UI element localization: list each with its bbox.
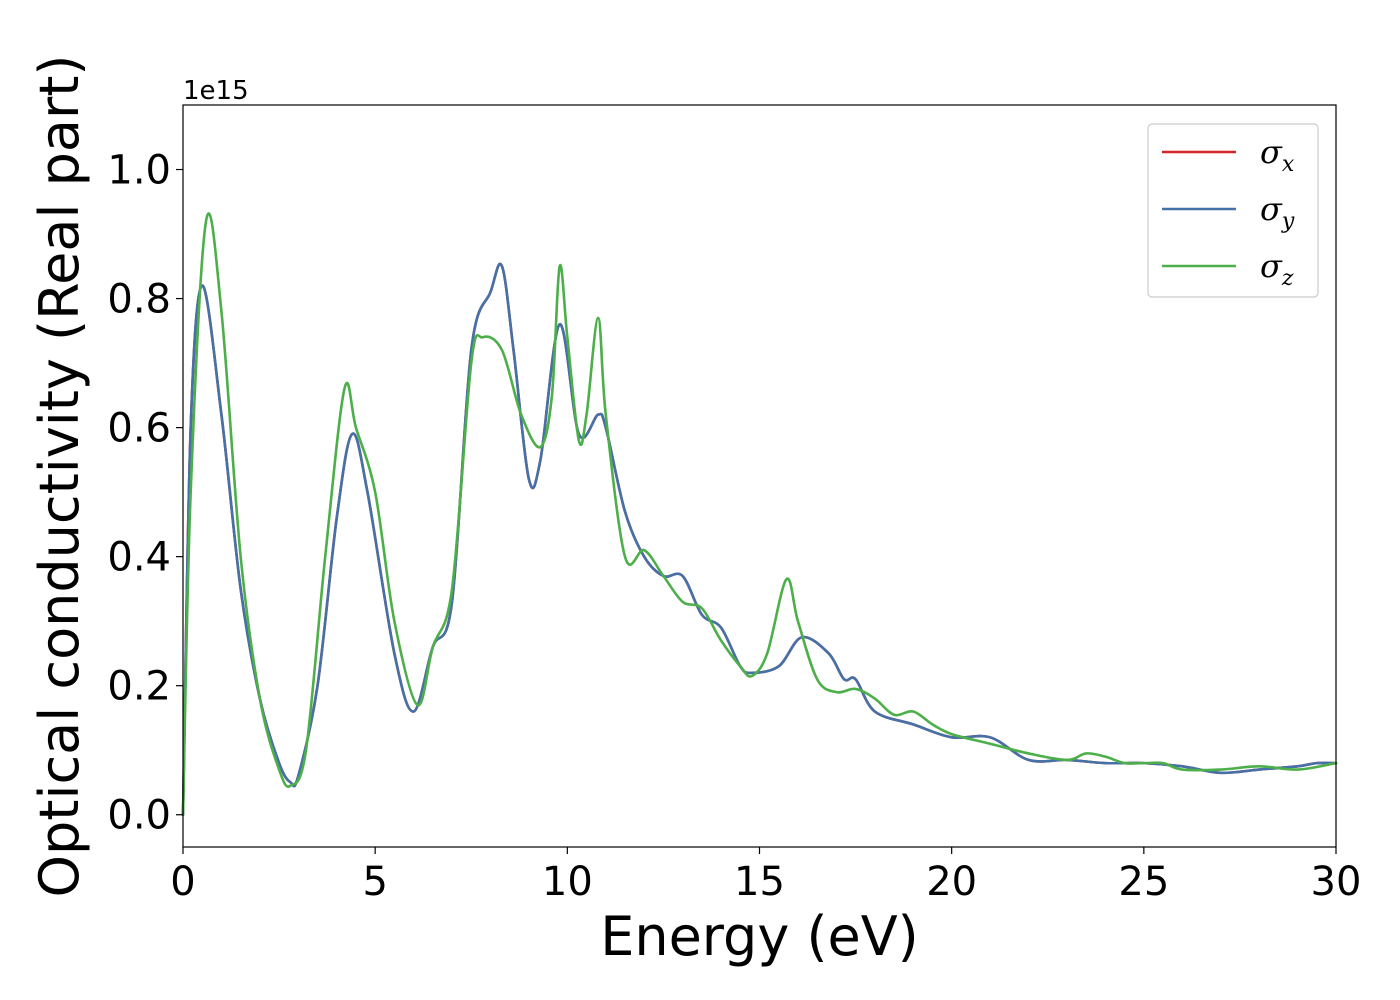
y-tick-label: 0.4 <box>107 535 171 581</box>
series-line-z <box>181 212 1338 817</box>
y-tick-label: 0.6 <box>107 406 171 452</box>
x-tick-label: 25 <box>1118 859 1169 905</box>
series-lines <box>181 212 1338 817</box>
x-tick-label: 10 <box>542 859 593 905</box>
y-tick-label: 1.0 <box>107 148 171 194</box>
legend: σx σy σz <box>1147 123 1319 298</box>
y-tick-label: 0.0 <box>107 793 171 839</box>
y-axis-label: Optical conductivity (Real part) <box>28 55 91 898</box>
y-offset-label: 1e15 <box>183 76 249 106</box>
legend-label-x: σx <box>1260 133 1295 177</box>
x-tick-label: 0 <box>170 859 195 905</box>
x-tick-label: 15 <box>734 859 785 905</box>
series-line-y <box>181 262 1338 817</box>
y-tick-label: 0.2 <box>107 664 171 710</box>
x-tick-label: 30 <box>1311 859 1362 905</box>
legend-label-z: σz <box>1260 247 1294 291</box>
y-tick-label: 0.8 <box>107 277 171 323</box>
x-tick-label: 20 <box>926 859 977 905</box>
x-tick-label: 5 <box>362 859 387 905</box>
legend-label-y: σy <box>1260 190 1295 234</box>
legend-box <box>1147 123 1319 298</box>
x-axis-label: Energy (eV) <box>600 905 919 968</box>
axis-ticks: 0 5 10 15 20 25 30 0.0 0.2 0.4 0.6 0.8 1.0 <box>107 148 1361 905</box>
